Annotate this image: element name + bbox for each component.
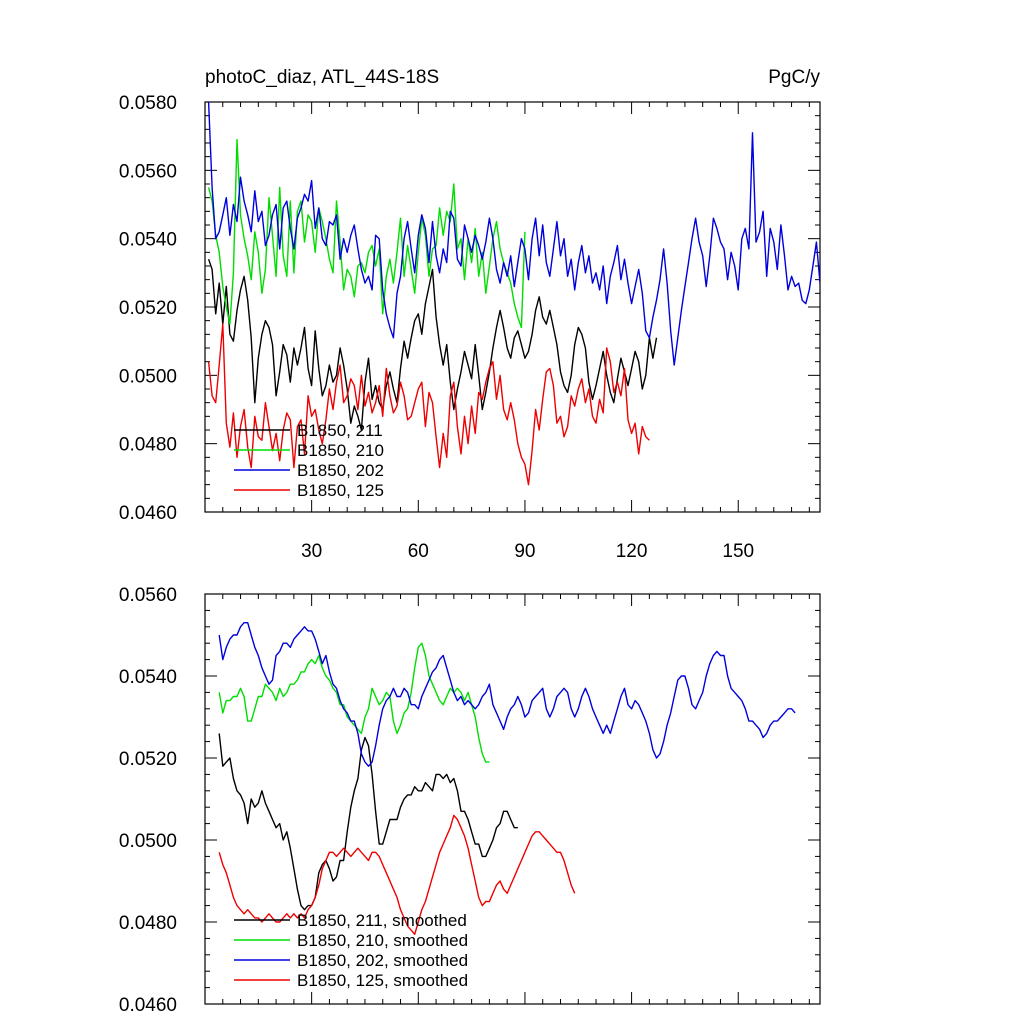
y-tick-label: 0.0580 [119,93,177,114]
legend-label-1: B1850, 211, smoothed [297,911,467,930]
y-tick-label: 0.0560 [119,585,177,606]
legend-label-3: B1850, 202, smoothed [297,951,468,970]
x-tick-label: 30 [301,541,322,562]
series-line-3 [207,102,820,366]
series-line-1 [207,258,658,431]
y-tick-label: 0.0480 [119,435,177,456]
x-tick-label: 150 [722,541,754,562]
series-lines [207,102,820,486]
y-tick-label: 0.0460 [119,995,177,1016]
series-line-4 [207,323,650,486]
chart-panel-1: 30 60 90 120 150 0.0460 0.0480 0.0500 0.0520 0.05… [119,67,821,562]
chart-panel-2: 0.0460 0.0480 0.0500 0.0520 0.0540 0.0560 B185… [119,585,821,1016]
x-tick-label: 120 [616,541,648,562]
legend-label-2: B1850, 210 [297,441,384,460]
chart-title: photoC_diaz, ATL_44S-18S [205,67,439,88]
legend-label-4: B1850, 125 [297,481,384,500]
y-tick-label: 0.0460 [119,503,177,524]
y-tick-label: 0.0500 [119,366,177,387]
y-tick-label: 0.0540 [119,667,177,688]
series-line-4 [218,814,576,935]
legend-label-3: B1850, 202 [297,461,384,480]
y-tick-label: 0.0560 [119,161,177,182]
legend-label-1: B1850, 211 [297,421,383,440]
y-tick-label: 0.0520 [119,298,177,319]
x-tick-label: 90 [514,541,535,562]
series-line-2 [218,642,490,763]
series-line-2 [207,138,526,329]
series-line-3 [218,622,796,767]
legend-label-4: B1850, 125, smoothed [297,971,468,990]
series-lines [218,622,796,935]
y-tick-label: 0.0540 [119,230,177,251]
plot-frame [204,593,821,1005]
legend-label-2: B1850, 210, smoothed [297,931,468,950]
y-tick-label: 0.0480 [119,913,177,934]
units-label: PgC/y [768,67,820,88]
series-line-1 [218,733,518,911]
y-tick-label: 0.0520 [119,749,177,770]
y-tick-label: 0.0500 [119,831,177,852]
x-tick-label: 60 [408,541,429,562]
